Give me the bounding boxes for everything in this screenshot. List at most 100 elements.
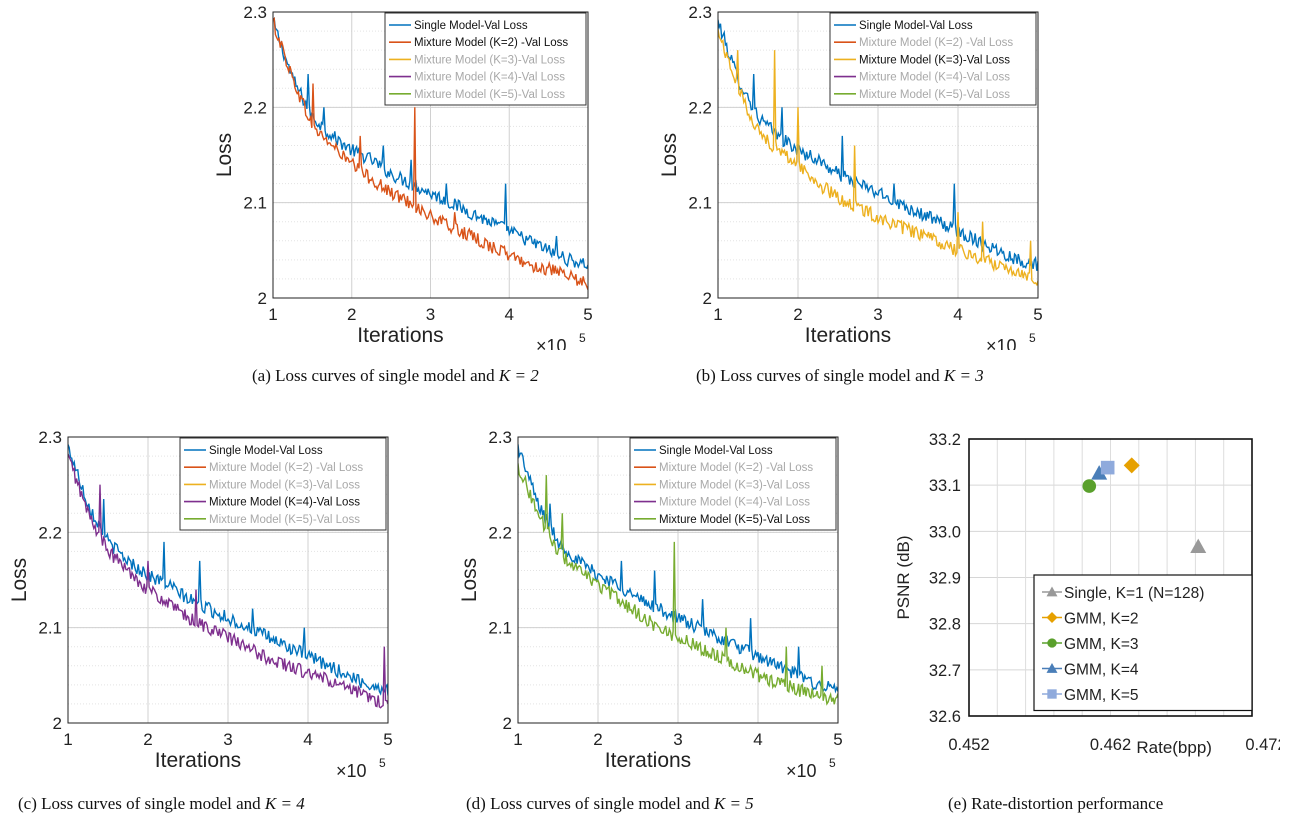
legend-entry: Mixture Model (K=2) -Val Loss — [859, 37, 1013, 49]
x-tick-label: 1 — [513, 730, 522, 749]
series-line — [273, 17, 588, 290]
x-axis-exponent: 5 — [829, 756, 836, 770]
y-tick-label: 2.1 — [688, 194, 712, 213]
x-axis-exponent: 5 — [1029, 331, 1036, 345]
rate-distortion-chart: 32.6 32.7 32.8 32.9 33.0 33.1 33.2 0.452 0.462 0.… — [894, 431, 1280, 757]
legend-entry: Single Model-Val Loss — [414, 20, 528, 32]
x-tick-label: 5 — [583, 305, 592, 324]
x-tick-label: 2 — [143, 730, 152, 749]
x-axis-exponent: 5 — [379, 756, 386, 770]
x-tick-label: 1 — [268, 305, 277, 324]
y-axis-label: Loss — [8, 558, 31, 602]
x-tick-label: 5 — [833, 730, 842, 749]
legend-entry: Mixture Model (K=5)-Val Loss — [859, 89, 1010, 101]
data-point — [1082, 479, 1097, 493]
y-tick-label: 33.0 — [929, 523, 961, 541]
y-tick-label: 2.2 — [688, 98, 712, 117]
x-tick-label: 4 — [303, 730, 312, 749]
x-tick-label: 0.452 — [948, 736, 989, 754]
x-tick-label: 4 — [953, 305, 962, 324]
x-axis-multiplier: ×10 — [786, 761, 817, 780]
legend-entry: Mixture Model (K=3)-Val Loss — [209, 479, 360, 491]
x-tick-label: 0.472 — [1245, 736, 1280, 754]
series-line — [518, 444, 838, 694]
y-tick-label: 32.8 — [929, 616, 961, 634]
caption-b: (b) Loss curves of single model and K = … — [696, 366, 984, 385]
legend-box — [1033, 574, 1253, 712]
legend-marker — [1047, 689, 1057, 699]
y-axis-label: PSNR (dB) — [894, 535, 913, 619]
legend-entry: Single, K=1 (N=128) — [1064, 585, 1204, 602]
data-point — [1190, 538, 1207, 553]
x-tick-label: 3 — [223, 730, 232, 749]
legend-box — [384, 12, 587, 106]
y-tick-label: 2.3 — [38, 428, 62, 447]
x-axis-label: Iterations — [357, 324, 443, 347]
legend-entry: Single Model-Val Loss — [859, 20, 973, 32]
x-tick-label: 1 — [713, 305, 722, 324]
legend-entry: Single Model-Val Loss — [209, 445, 323, 457]
x-axis-label: Iterations — [605, 749, 691, 772]
y-tick-label: 2.3 — [688, 3, 712, 22]
plot-frame — [517, 436, 839, 724]
legend-entry: Mixture Model (K=2) -Val Loss — [209, 462, 363, 474]
legend-box — [629, 437, 837, 531]
caption-a: (a) Loss curves of single model and K = … — [252, 366, 539, 385]
x-axis-multiplier: ×10 — [986, 336, 1017, 350]
y-tick-label: 2 — [53, 714, 62, 733]
legend-entry: Mixture Model (K=3)-Val Loss — [659, 479, 810, 491]
legend-entry: Mixture Model (K=3)-Val Loss — [414, 54, 565, 66]
legend-entry: Single Model-Val Loss — [659, 445, 773, 457]
y-tick-label: 2.2 — [243, 98, 267, 117]
data-point — [1100, 460, 1115, 475]
legend-entry: Mixture Model (K=3)-Val Loss — [859, 54, 1010, 66]
plot-frame — [717, 11, 1039, 299]
y-tick-label: 33.1 — [929, 477, 961, 495]
x-tick-label: 0.462 — [1090, 736, 1131, 754]
x-tick-label: 2 — [593, 730, 602, 749]
x-tick-label: 5 — [1033, 305, 1042, 324]
x-axis-exponent: 5 — [579, 331, 586, 345]
legend-entry: GMM, K=3 — [1064, 636, 1139, 653]
series-line — [718, 19, 1038, 271]
y-tick-label: 32.7 — [929, 662, 961, 680]
legend-marker — [1046, 586, 1058, 597]
series-line — [68, 444, 388, 696]
legend-entry: GMM, K=2 — [1064, 611, 1139, 628]
x-tick-label: 2 — [793, 305, 802, 324]
y-tick-label: 2.2 — [38, 523, 62, 542]
legend-entry: GMM, K=5 — [1064, 687, 1139, 704]
series-line — [518, 463, 838, 706]
x-tick-label: 1 — [63, 730, 72, 749]
y-tick-label: 2.3 — [488, 428, 512, 447]
caption-c: (c) Loss curves of single model and K = … — [18, 794, 305, 813]
series-line — [718, 29, 1038, 287]
x-axis-label: Rate(bpp) — [1136, 738, 1212, 757]
x-axis-label: Iterations — [805, 324, 891, 347]
legend-entry: GMM, K=4 — [1064, 662, 1139, 679]
plot-frame — [272, 11, 589, 299]
legend-entry: Mixture Model (K=4)-Val Loss — [414, 72, 565, 84]
plot-frame — [67, 436, 389, 724]
x-axis-multiplier: ×10 — [536, 336, 567, 350]
y-axis-label: Loss — [213, 133, 236, 177]
x-tick-label: 3 — [873, 305, 882, 324]
series-line — [68, 453, 388, 709]
y-tick-label: 2.3 — [243, 3, 267, 22]
legend-entry: Mixture Model (K=2) -Val Loss — [414, 37, 568, 49]
caption-d: (d) Loss curves of single model and K = … — [466, 794, 754, 813]
legend-entry: Mixture Model (K=2) -Val Loss — [659, 462, 813, 474]
y-tick-label: 2 — [258, 289, 267, 308]
legend-entry: Mixture Model (K=4)-Val Loss — [209, 497, 360, 509]
caption-e: (e) Rate-distortion performance — [948, 794, 1164, 813]
legend-marker — [1047, 638, 1057, 648]
legend-marker — [1046, 612, 1058, 623]
x-tick-label: 3 — [673, 730, 682, 749]
legend-box — [179, 437, 387, 531]
y-tick-label: 2 — [503, 714, 512, 733]
x-tick-label: 2 — [347, 305, 356, 324]
y-tick-label: 2.1 — [38, 619, 62, 638]
